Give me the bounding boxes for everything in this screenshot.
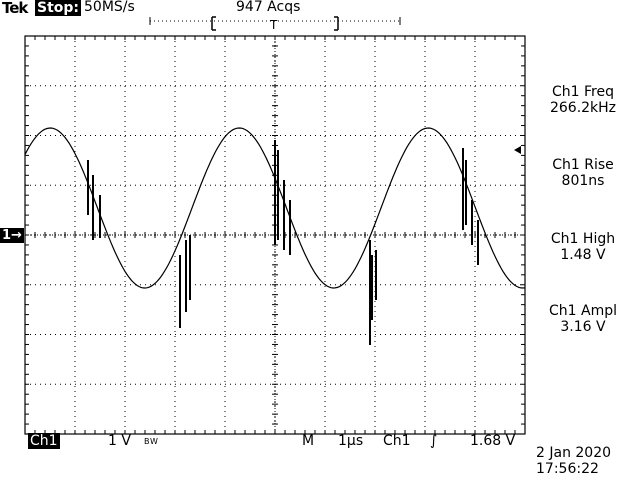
- measurement-value: 3.16 V: [560, 319, 606, 335]
- trigger-source: Ch1: [383, 433, 411, 449]
- timestamp-time: 17:56:22: [536, 461, 599, 477]
- measurement-freq: Ch1 Freq 266.2kHz: [526, 84, 640, 116]
- measurement-rise: Ch1 Rise 801ns: [526, 157, 640, 189]
- measurement-label: Ch1 Rise: [552, 157, 614, 173]
- waveform-ringing: [87, 140, 479, 345]
- acquisition-state: Stop:: [35, 0, 82, 16]
- measurement-high: Ch1 High 1.48 V: [526, 231, 640, 263]
- channel-1-ground-marker[interactable]: 1→: [0, 228, 24, 243]
- timestamp: 2 Jan 2020 17:56:22: [536, 445, 611, 477]
- brand-logo: Tek: [2, 0, 28, 17]
- measurement-label: Ch1 Freq: [552, 84, 614, 100]
- sample-rate: 50MS/s: [84, 0, 135, 15]
- time-per-div: 1µs: [338, 433, 364, 449]
- measurement-label: Ch1 Ampl: [549, 303, 617, 319]
- bandwidth-limit-flag: B W: [144, 437, 158, 446]
- measurement-ampl: Ch1 Ampl 3.16 V: [526, 303, 640, 335]
- volts-per-div: 1 V: [108, 433, 131, 449]
- measurement-value: 801ns: [561, 173, 605, 189]
- timestamp-date: 2 Jan 2020: [536, 445, 612, 461]
- measurement-label: Ch1 High: [550, 231, 616, 247]
- measurement-value: 1.48 V: [560, 247, 606, 263]
- trigger-slope-icon: ∫: [430, 433, 438, 449]
- trigger-window-bracket: [149, 16, 401, 31]
- measurement-value: 266.2kHz: [549, 100, 617, 116]
- acquisition-count: 947 Acqs: [236, 0, 301, 15]
- trigger-position-marker: T: [270, 18, 278, 32]
- main-timebase-label: M: [302, 433, 315, 449]
- trigger-level: 1.68 V: [470, 433, 516, 449]
- channel-1-indicator[interactable]: Ch1: [28, 433, 60, 449]
- trigger-level-arrow-icon[interactable]: [514, 146, 521, 154]
